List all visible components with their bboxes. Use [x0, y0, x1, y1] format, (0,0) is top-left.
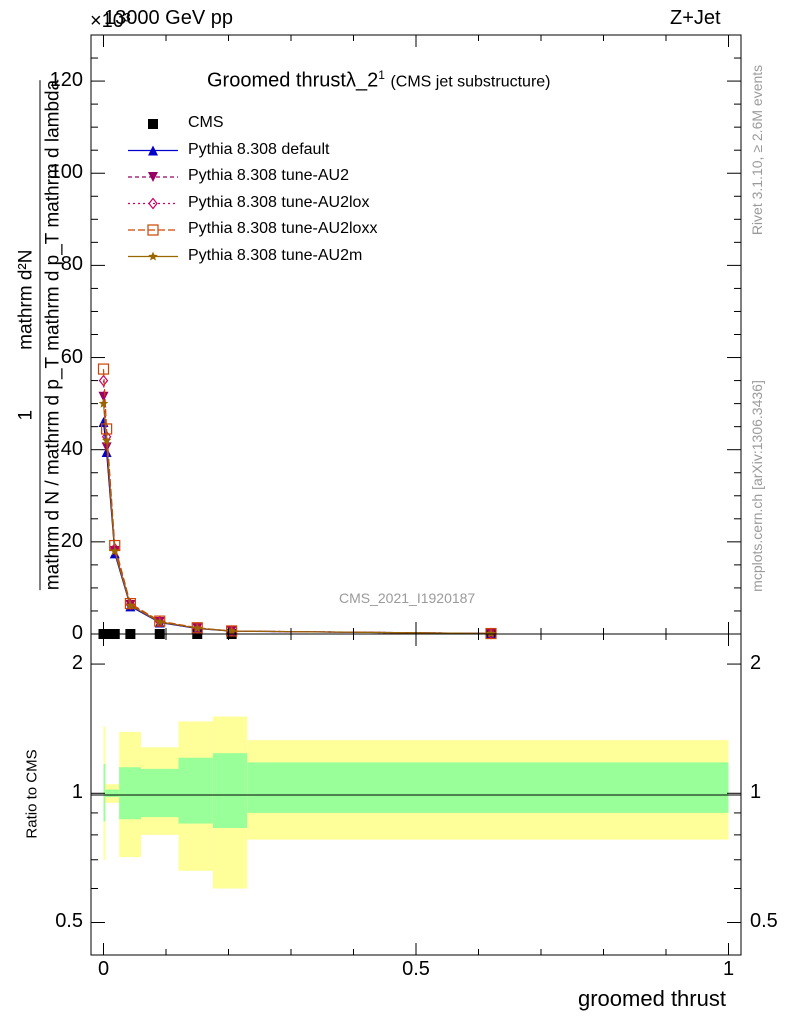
- axis-ticks: [91, 34, 741, 955]
- legend-entry-label: Pythia 8.308 default: [188, 140, 330, 158]
- data-point: [101, 435, 112, 445]
- legend-marker: [148, 197, 158, 210]
- legend-entry-label: Pythia 8.308 tune-AU2m: [188, 246, 363, 264]
- ratio-y-tick-label: 2: [71, 652, 83, 675]
- y-tick-label: 80: [60, 253, 83, 276]
- process-label: Z+Jet: [670, 7, 721, 29]
- y-tick-label: 120: [49, 69, 83, 92]
- y-tick-label: 40: [60, 437, 83, 460]
- ratio-y-tick-label-right: 2: [750, 652, 762, 675]
- ratio-band-green: [178, 757, 213, 824]
- y-axis-label-d2n: mathrm d²N: [15, 249, 37, 350]
- analysis-watermark: CMS_2021_I1920187: [339, 590, 476, 606]
- y-axis-label-numerator: 1 mathrm d²N: [16, 80, 38, 590]
- y-axis-label-one: 1: [15, 409, 37, 421]
- ratio-band-green: [212, 753, 248, 829]
- legend-marker: [148, 172, 158, 182]
- plot-title-sup: 1: [378, 68, 385, 82]
- ratio-y-tick-label: 1: [71, 781, 83, 804]
- ratio-bands: [103, 716, 729, 889]
- ratio-band-green: [247, 762, 729, 813]
- ratio-band-green: [103, 764, 106, 822]
- y-axis-label-fraction-line: [39, 79, 41, 591]
- y-axis-label-dn: mathrm d N / mathrm d p_T: [42, 356, 64, 591]
- exponent-label: ×10³: [90, 10, 131, 32]
- data-point: [124, 597, 136, 610]
- data-point: [125, 598, 136, 611]
- legend-entry-label: CMS: [188, 114, 224, 131]
- data-point: [109, 542, 120, 555]
- data-point: [155, 617, 165, 627]
- x-tick-label: 0.5: [402, 958, 430, 980]
- series-line: [102, 403, 492, 635]
- data-point: [226, 626, 237, 636]
- y-tick-label: 20: [60, 529, 83, 552]
- legend-marker: [148, 145, 158, 156]
- y-axis-label-dpt: mathrm d p_T mathrm d lambda: [42, 79, 64, 351]
- data-point: [110, 546, 120, 556]
- ratio-y-axis-label: Ratio to CMS: [23, 749, 41, 839]
- data-point: [97, 363, 110, 375]
- data-point: [125, 600, 136, 610]
- x-tick-label: 1: [722, 958, 735, 980]
- data-point: [98, 391, 109, 402]
- plot-title: Groomed thrustλ_21 (CMS jet substructure…: [207, 68, 551, 93]
- ratio-y-tick-label: 0.5: [55, 910, 83, 933]
- y-axis-label-denominator: mathrm d N / mathrm d p_T mathrm d p_T m…: [43, 80, 65, 590]
- y-axis-label: 1 mathrm d²N mathrm d N / mathrm d p_T m…: [16, 79, 65, 591]
- legend-markers: [128, 119, 178, 261]
- ratio-band-green: [119, 767, 141, 820]
- plot-title-main: Groomed thrustλ_2: [207, 69, 379, 92]
- data-point: [98, 374, 109, 387]
- series-5: [98, 398, 496, 638]
- legend-marker: [147, 224, 159, 236]
- legend-marker: [148, 251, 158, 261]
- rivet-version-label: Rivet 3.1.10, ≥ 2.6M events: [749, 64, 765, 236]
- data-point: [154, 615, 166, 627]
- mcplots-label: mcplots.cern.ch [arXiv:1306.3436]: [749, 380, 765, 592]
- ratio-y-tick-label-right: 1: [750, 781, 762, 804]
- legend-entry-label: Pythia 8.308 tune-AU2loxx: [188, 220, 378, 237]
- ratio-band-green: [141, 768, 179, 818]
- y-tick-label: 100: [49, 161, 83, 184]
- x-axis-label: groomed thrust: [578, 986, 726, 1011]
- ratio-band-green: [105, 789, 120, 798]
- x-tick-label: 0: [97, 958, 110, 980]
- data-point: [486, 628, 496, 638]
- y-tick-label: 0: [71, 622, 83, 644]
- legend-entry-label: Pythia 8.308 tune-AU2lox: [188, 193, 370, 211]
- y-tick-label: 60: [60, 345, 83, 368]
- plot-title-sub: (CMS jet substructure): [390, 73, 551, 91]
- legend-entry-label: Pythia 8.308 tune-AU2: [188, 167, 349, 184]
- series-line: [102, 369, 492, 635]
- legend-marker: [148, 119, 158, 129]
- data-point: [98, 398, 109, 408]
- ratio-y-tick-label-right: 0.5: [750, 910, 778, 933]
- data-point: [192, 623, 202, 633]
- energy-label: 13000 GeV pp: [104, 7, 233, 29]
